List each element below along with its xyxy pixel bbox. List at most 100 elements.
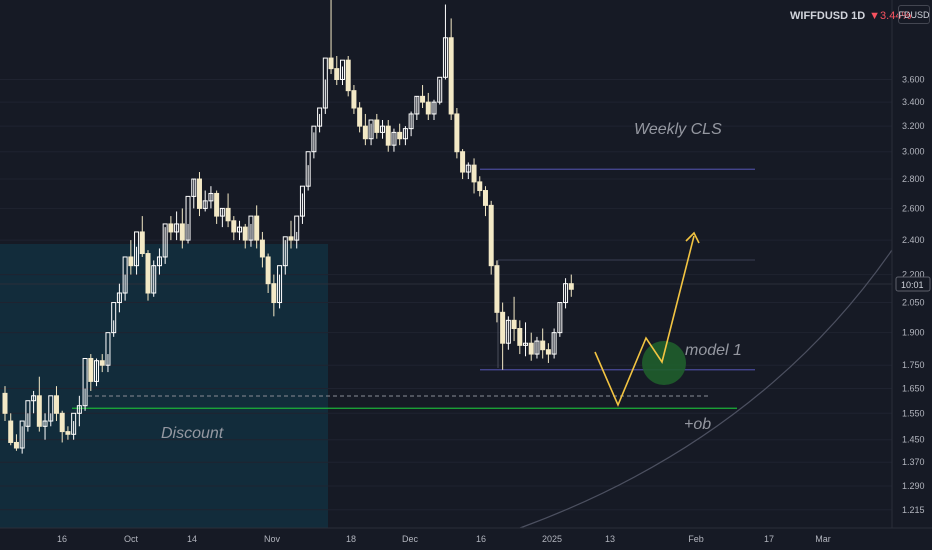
candle-body[interactable]: [380, 125, 386, 133]
candle-body[interactable]: [368, 119, 374, 140]
candle-body[interactable]: [48, 395, 54, 422]
candle-body[interactable]: [425, 101, 431, 115]
candle-body[interactable]: [362, 125, 368, 140]
candle-body[interactable]: [328, 57, 334, 70]
candle-body[interactable]: [128, 256, 134, 267]
candle-body[interactable]: [71, 412, 77, 435]
candle-body[interactable]: [277, 265, 283, 304]
candle-body[interactable]: [271, 283, 277, 304]
candle-body[interactable]: [517, 328, 523, 346]
candle-body[interactable]: [299, 185, 305, 217]
candle-body[interactable]: [259, 239, 265, 258]
candle-body[interactable]: [151, 265, 157, 294]
candle-body[interactable]: [185, 195, 191, 241]
candle-body[interactable]: [385, 125, 391, 146]
candle-body[interactable]: [265, 256, 271, 285]
candle-body[interactable]: [179, 223, 185, 241]
candle-body[interactable]: [523, 342, 529, 346]
candle-body[interactable]: [460, 151, 466, 173]
price-axis-panel[interactable]: [892, 0, 932, 550]
candle-body[interactable]: [134, 231, 140, 267]
candle-body[interactable]: [2, 392, 8, 414]
candle-body[interactable]: [225, 207, 231, 222]
candle-body[interactable]: [139, 231, 145, 255]
candle-body[interactable]: [59, 412, 65, 433]
candle-body[interactable]: [511, 319, 517, 330]
candle-body[interactable]: [111, 302, 117, 334]
candle-body[interactable]: [242, 226, 248, 241]
candle-body[interactable]: [42, 420, 48, 427]
candle-body[interactable]: [254, 215, 260, 241]
currency-button[interactable]: FDUSD: [898, 5, 930, 24]
candle-body[interactable]: [545, 349, 551, 355]
candle-body[interactable]: [322, 57, 328, 109]
candle-body[interactable]: [465, 164, 471, 173]
candle-body[interactable]: [214, 192, 220, 217]
candle-body[interactable]: [374, 119, 380, 133]
candle-body[interactable]: [414, 95, 420, 115]
candle-body[interactable]: [8, 420, 14, 443]
candle-body[interactable]: [339, 59, 345, 80]
candle-body[interactable]: [294, 215, 300, 241]
candle-body[interactable]: [116, 292, 122, 304]
candle-body[interactable]: [156, 256, 162, 267]
candle-body[interactable]: [351, 90, 357, 109]
candle-body[interactable]: [334, 68, 340, 80]
candle-body[interactable]: [208, 192, 214, 202]
time-axis-panel[interactable]: [0, 528, 932, 550]
candle-body[interactable]: [174, 223, 180, 233]
candle-body[interactable]: [88, 357, 94, 382]
candle-body[interactable]: [437, 76, 443, 103]
candle-body[interactable]: [551, 332, 557, 355]
candle-body[interactable]: [357, 107, 363, 127]
candle-body[interactable]: [448, 37, 454, 115]
candle-body[interactable]: [196, 178, 202, 209]
candle-body[interactable]: [168, 223, 174, 233]
candle-body[interactable]: [282, 236, 288, 267]
candle-body[interactable]: [534, 340, 540, 355]
candle-body[interactable]: [36, 395, 42, 427]
candle-body[interactable]: [76, 405, 82, 414]
candle-body[interactable]: [391, 131, 397, 146]
candle-body[interactable]: [231, 220, 237, 233]
candle-body[interactable]: [288, 236, 294, 241]
candle-body[interactable]: [145, 253, 151, 294]
candle-body[interactable]: [500, 311, 506, 344]
candle-body[interactable]: [563, 283, 569, 304]
candle-body[interactable]: [540, 340, 546, 351]
candle-body[interactable]: [99, 360, 105, 366]
candle-body[interactable]: [397, 131, 403, 140]
candle-body[interactable]: [442, 37, 448, 78]
candle-body[interactable]: [482, 190, 488, 206]
candle-body[interactable]: [311, 125, 317, 153]
candle-body[interactable]: [477, 181, 483, 192]
candle-body[interactable]: [162, 223, 168, 258]
candle-body[interactable]: [13, 441, 19, 449]
candle-body[interactable]: [494, 265, 500, 313]
candle-body[interactable]: [94, 360, 100, 382]
candle-body[interactable]: [557, 302, 563, 334]
candle-body[interactable]: [568, 283, 574, 290]
candle-body[interactable]: [19, 420, 25, 449]
projection-path[interactable]: [594, 235, 695, 408]
candle-body[interactable]: [345, 59, 351, 92]
candle-body[interactable]: [31, 395, 37, 402]
candle-body[interactable]: [237, 226, 243, 233]
candle-body[interactable]: [317, 107, 323, 127]
candle-body[interactable]: [191, 178, 197, 197]
candle-body[interactable]: [248, 215, 254, 241]
candle-body[interactable]: [53, 395, 59, 414]
candle-body[interactable]: [402, 128, 408, 140]
candle-body[interactable]: [25, 400, 31, 427]
candle-body[interactable]: [305, 151, 311, 187]
candle-body[interactable]: [454, 113, 460, 153]
candle-body[interactable]: [122, 256, 128, 294]
candle-body[interactable]: [420, 95, 426, 103]
candle-body[interactable]: [471, 164, 477, 183]
candle-body[interactable]: [505, 319, 511, 344]
candle-body[interactable]: [431, 101, 437, 115]
candle-body[interactable]: [219, 207, 225, 217]
candle-body[interactable]: [202, 200, 208, 209]
candle-body[interactable]: [408, 113, 414, 130]
